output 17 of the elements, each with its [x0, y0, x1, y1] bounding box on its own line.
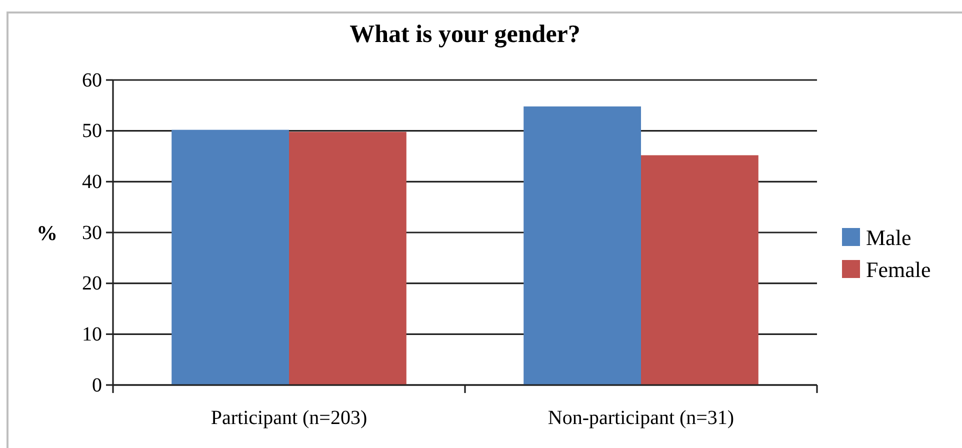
legend-label: Male [866, 225, 912, 250]
y-tick-label: 40 [82, 171, 102, 194]
x-tick-label: Participant (n=203) [210, 407, 368, 429]
y-tick-label: 30 [82, 222, 102, 244]
legend-label: Female [866, 257, 931, 282]
bar [289, 132, 406, 385]
bar [524, 106, 641, 385]
y-tick-label: 0 [92, 374, 102, 396]
bar [641, 155, 758, 385]
y-tick-label: 10 [82, 324, 102, 346]
x-tick-label: Non-participant (n=31) [548, 407, 734, 429]
y-tick-label: 60 [82, 69, 102, 92]
y-tick-label: 20 [82, 272, 102, 295]
chart-title: What is your gender? [350, 21, 580, 48]
y-tick-label: 50 [82, 120, 102, 142]
bar [172, 130, 289, 385]
y-axis-title: % [36, 221, 58, 245]
